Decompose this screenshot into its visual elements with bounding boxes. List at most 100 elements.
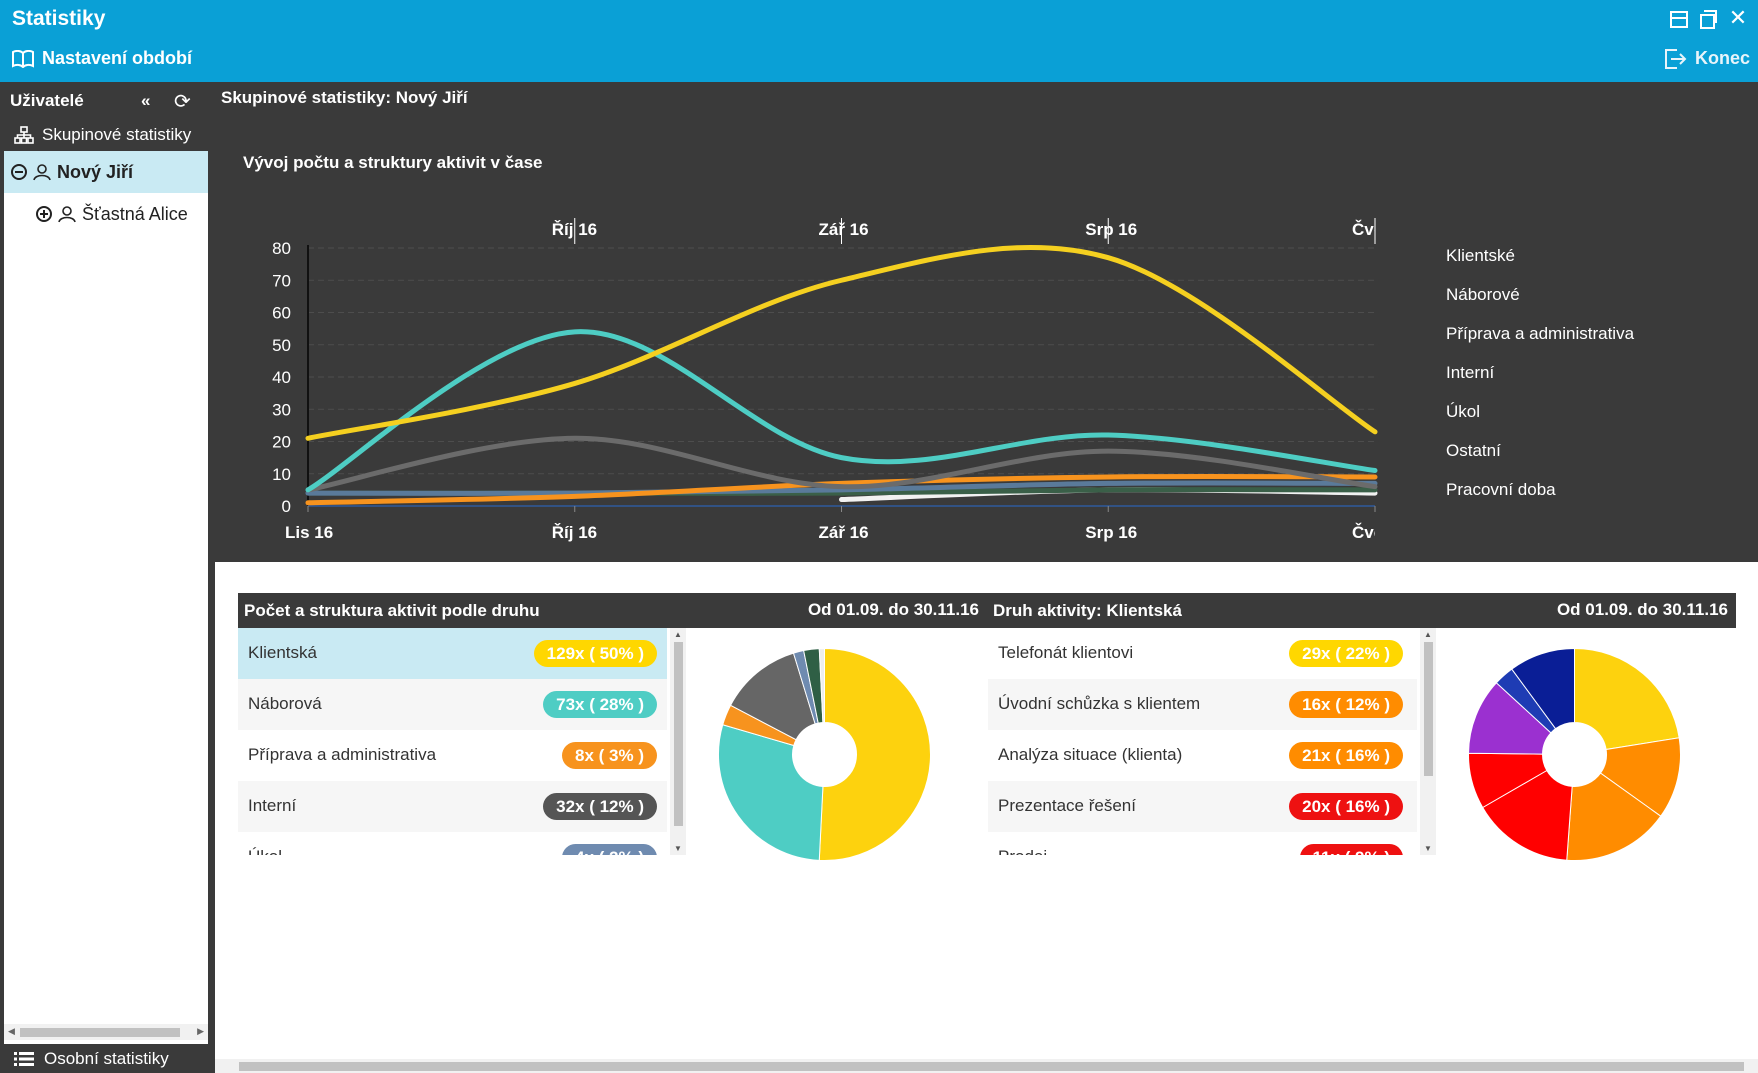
user-icon: [33, 164, 51, 181]
x-tick-label-top: Čvc 1: [1352, 220, 1397, 239]
list-item[interactable]: Klientská 129x ( 50% ): [238, 628, 667, 679]
client-activity-pie: [1468, 647, 1681, 861]
page-title: Skupinové statistiky: Nový Jiří: [221, 88, 468, 107]
title-bar: Statistiky ✕: [0, 0, 1758, 38]
count-badge: 73x ( 28% ): [543, 691, 657, 718]
close-icon[interactable]: ✕: [1728, 5, 1748, 30]
series-line[interactable]: [305, 329, 1378, 493]
users-header: Uživatelé « ⟳: [0, 82, 208, 118]
count-badge: 32x ( 12% ): [543, 793, 657, 820]
refresh-icon[interactable]: ⟳: [174, 91, 191, 113]
series-line[interactable]: [305, 480, 1378, 496]
group-stats-link[interactable]: Skupinové statistiky: [0, 118, 208, 151]
client-activity-title: Druh aktivity: Klientská: [993, 601, 1182, 620]
y-tick-label: 0: [282, 497, 291, 516]
org-chart-icon: [14, 125, 34, 144]
scrollbar-thumb[interactable]: [239, 1062, 1744, 1071]
scrollbar-thumb[interactable]: [20, 1028, 180, 1037]
scroll-up-icon[interactable]: ▲: [1424, 630, 1432, 639]
list-item-label: Úkol: [248, 847, 282, 855]
y-tick-label: 40: [272, 368, 291, 387]
scrollbar-thumb[interactable]: [1424, 642, 1433, 776]
list-item[interactable]: Prezentace řešení 20x ( 16% ): [988, 781, 1417, 832]
pie-slice[interactable]: [818, 647, 825, 724]
activity-types-list: Klientská 129x ( 50% ) Náborová 73x ( 28% )…: [238, 628, 667, 855]
list-item-label: Prezentace řešení: [998, 796, 1136, 815]
scroll-down-icon[interactable]: ▼: [674, 844, 682, 853]
legend-item[interactable]: Náborové: [1446, 285, 1520, 304]
client-activity-scrollbar[interactable]: ▲ ▼: [1420, 628, 1436, 855]
scroll-down-icon[interactable]: ▼: [1424, 844, 1432, 853]
list-item[interactable]: Interní 32x ( 12% ): [238, 781, 667, 832]
toolbar: Nastavení období Konec: [0, 38, 1758, 82]
legend-item[interactable]: Interní: [1446, 363, 1495, 382]
legend-item[interactable]: Klientské: [1446, 246, 1515, 265]
activity-types-header: Počet a struktura aktivit podle druhu Od…: [238, 593, 987, 628]
pie-slice[interactable]: [1511, 647, 1575, 730]
y-tick-label: 20: [272, 433, 291, 452]
pie-slice[interactable]: [1574, 647, 1680, 751]
count-badge: 20x ( 16% ): [1289, 793, 1403, 820]
user-tree: Nový Jiří Šťastná Alice: [4, 151, 208, 1044]
pie-slice[interactable]: [818, 647, 931, 861]
expand-node-icon[interactable]: [36, 206, 52, 222]
main-horizontal-scrollbar[interactable]: [215, 1059, 1758, 1073]
tree-item-novy-jiri[interactable]: Nový Jiří: [4, 151, 208, 193]
scroll-up-icon[interactable]: ▲: [674, 630, 682, 639]
list-item-label: Telefonát klientovi: [998, 643, 1134, 662]
activity-types-period: Od 01.09. do 30.11.16: [807, 600, 979, 619]
activity-types-scrollbar[interactable]: ▲ ▼: [670, 628, 686, 855]
legend-item[interactable]: Ostatní: [1446, 441, 1501, 460]
exit-button[interactable]: Konec: [1664, 48, 1750, 69]
count-badge: 11x ( 9% ): [1299, 844, 1403, 855]
list-item[interactable]: Úkol 4x ( 2% ): [238, 832, 667, 855]
list-item[interactable]: Telefonát klientovi 29x ( 22% ): [988, 628, 1417, 679]
list-item-label: Příprava a administrativa: [248, 745, 437, 764]
window-title: Statistiky: [12, 7, 106, 30]
series-line[interactable]: [305, 473, 1378, 506]
list-item[interactable]: Úvodní schůzka s klientem 16x ( 12% ): [988, 679, 1417, 730]
list-item[interactable]: Analýza situace (klienta) 21x ( 16% ): [988, 730, 1417, 781]
pie-slice[interactable]: [1566, 772, 1662, 861]
pie-slice[interactable]: [1468, 682, 1552, 755]
scrollbar-thumb[interactable]: [674, 642, 683, 826]
pie-slice[interactable]: [1482, 769, 1573, 861]
personal-stats-link[interactable]: Osobní statistiky: [0, 1044, 208, 1073]
personal-stats-label: Osobní statistiky: [44, 1048, 169, 1068]
x-tick-label-top: Srp 16: [1085, 220, 1137, 239]
count-badge: 4x ( 2% ): [562, 844, 657, 855]
pie-slice[interactable]: [718, 724, 824, 861]
period-settings-button[interactable]: Nastavení období: [12, 48, 192, 69]
period-settings-label: Nastavení období: [42, 48, 193, 68]
tree-horizontal-scrollbar[interactable]: ◀ ▶: [4, 1024, 208, 1040]
legend-item[interactable]: Úkol: [1446, 402, 1481, 421]
list-item-label: Analýza situace (klienta): [998, 745, 1183, 764]
users-title: Uživatelé: [10, 91, 84, 110]
x-tick-label: Zář 16: [819, 523, 869, 542]
list-item-label: Klientská: [248, 643, 317, 662]
series-line[interactable]: [305, 435, 1378, 493]
tree-item-label: Nový Jiří: [57, 161, 134, 182]
x-tick-label: Říj 16: [552, 523, 597, 542]
x-tick-label: Lis 16: [285, 523, 333, 542]
legend-item[interactable]: Pracovní doba: [1446, 480, 1556, 499]
activity-breakdown-panel: Počet a struktura aktivit podle druhu Od…: [215, 562, 1758, 1059]
collapse-panel-icon[interactable]: «: [141, 91, 151, 110]
list-item[interactable]: Náborová 73x ( 28% ): [238, 679, 667, 730]
restore-icon[interactable]: [1698, 8, 1718, 29]
count-badge: 8x ( 3% ): [562, 742, 657, 769]
y-tick-label: 10: [272, 465, 291, 484]
tree-item-label: Šťastná Alice: [82, 203, 188, 224]
list-item[interactable]: Příprava a administrativa 8x ( 3% ): [238, 730, 667, 781]
collapse-node-icon[interactable]: [11, 164, 27, 180]
legend-item[interactable]: Příprava a administrativa: [1446, 324, 1635, 343]
count-badge: 16x ( 12% ): [1289, 691, 1403, 718]
series-line[interactable]: [305, 244, 1378, 441]
scroll-left-icon[interactable]: ◀: [8, 1026, 15, 1036]
minimize-icon[interactable]: [1668, 8, 1688, 28]
list-item[interactable]: Prodej 11x ( 9% ): [988, 832, 1417, 855]
scroll-right-icon[interactable]: ▶: [197, 1026, 204, 1036]
exit-icon: [1664, 48, 1687, 69]
y-tick-label: 30: [272, 400, 291, 419]
tree-item-stastna-alice[interactable]: Šťastná Alice: [4, 193, 208, 235]
